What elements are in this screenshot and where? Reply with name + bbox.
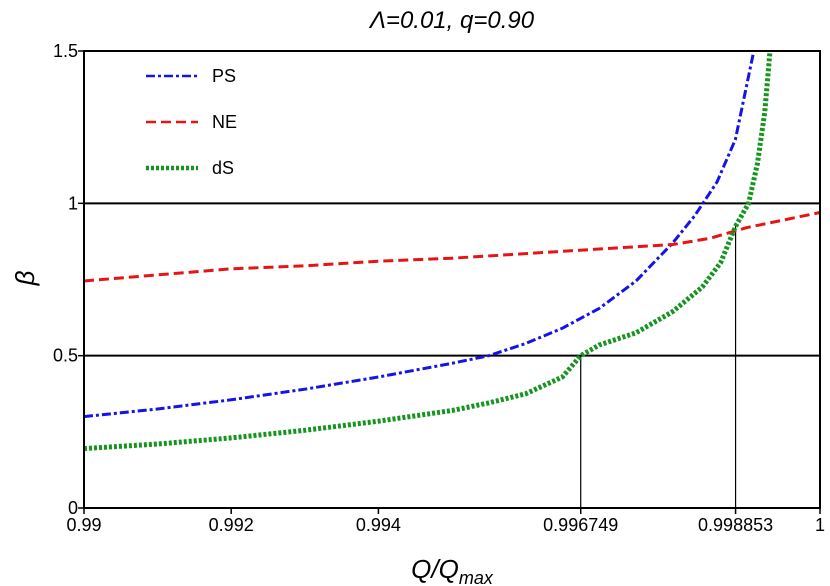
legend: PS NE dS <box>146 66 237 178</box>
x-tick-label: 0.99 <box>66 515 101 535</box>
legend-label-ps: PS <box>212 66 236 86</box>
chart-title: Λ=0.01, q=0.90 <box>368 7 535 34</box>
x-tick-label: 0.992 <box>209 515 254 535</box>
y-tick-label: 0.5 <box>53 346 78 366</box>
legend-label-ne: NE <box>212 112 237 132</box>
y-tick-label: 1 <box>68 193 78 213</box>
x-tick-label: 0.998853 <box>698 515 773 535</box>
series-line-ne <box>83 211 821 283</box>
y-axis-label: β <box>10 270 40 286</box>
legend-label-ds: dS <box>212 158 234 178</box>
series-line-ps <box>83 50 756 419</box>
plot-frame <box>83 50 821 509</box>
x-tick-label: 1 <box>815 515 825 535</box>
y-tick-label: 1.5 <box>53 41 78 61</box>
series-layer <box>83 50 821 452</box>
x-axis-label-subscript: max <box>459 568 494 586</box>
x-axis-label-main: Q/Q <box>411 554 459 584</box>
y-axis-ticks: 0 0.5 1 1.5 <box>53 41 84 518</box>
x-tick-label: 0.996749 <box>543 515 618 535</box>
series-line-ds <box>83 50 773 452</box>
reference-lines <box>84 202 820 508</box>
x-axis-ticks: 0.99 0.992 0.994 0.996749 0.998853 1 <box>66 508 825 535</box>
y-tick-label: 0 <box>68 498 78 518</box>
x-axis-label: Q/Qmax <box>411 554 494 586</box>
x-tick-label: 0.994 <box>356 515 401 535</box>
